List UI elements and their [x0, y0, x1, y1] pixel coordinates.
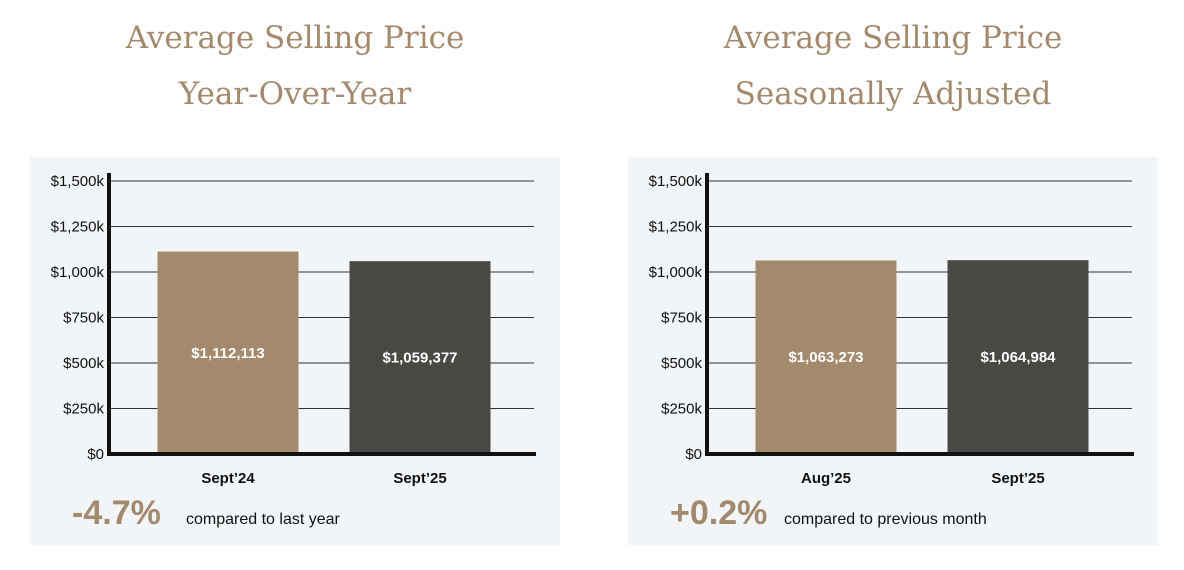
bar-value-label: $1,112,113 [191, 345, 264, 362]
y-tick-label: $750k [661, 310, 702, 327]
y-tick-label: $1,250k [649, 219, 703, 236]
chart-title: Average Selling Price [125, 20, 465, 56]
y-tick-label: $1,000k [649, 264, 703, 281]
y-tick-label: $500k [661, 355, 702, 372]
bar-chart: $0 $250k $500k $750k $1,000k $1,250k $1,500k $1… [649, 173, 1134, 487]
bar [755, 260, 897, 454]
x-category-label: Sept’25 [393, 470, 446, 487]
bar-value-label: $1,064,984 [980, 349, 1056, 366]
y-tick-label: $1,500k [51, 173, 105, 190]
bar-chart: $0 $250k $500k $750k $1,000k $1,250k $1,500k $1… [51, 173, 536, 487]
bar-value-label: $1,063,273 [788, 349, 863, 366]
x-category-label: Sept’24 [201, 470, 255, 487]
bar [349, 261, 491, 454]
y-tick-label: $1,250k [51, 219, 105, 236]
chart-card: $0 $250k $500k $750k $1,000k $1,250k $1,500k $1… [628, 157, 1158, 545]
y-tick-label: $0 [685, 446, 702, 463]
change-description: compared to last year [186, 511, 340, 528]
bar [157, 251, 299, 454]
y-tick-label: $250k [63, 401, 104, 418]
chart-panel-yoy: Average Selling Price Year-Over-Year $0 $… [30, 0, 590, 570]
change-description: compared to previous month [784, 511, 987, 528]
x-category-label: Sept’25 [991, 470, 1044, 487]
y-tick-label: $750k [63, 310, 104, 327]
bar [947, 260, 1089, 454]
x-category-label: Aug’25 [801, 470, 851, 487]
y-tick-label: $1,500k [649, 173, 703, 190]
bar-value-label: $1,059,377 [382, 350, 457, 367]
y-tick-label: $500k [63, 355, 104, 372]
chart-title: Average Selling Price [723, 20, 1063, 56]
y-tick-label: $0 [87, 446, 104, 463]
chart-panel-seasonal: Average Selling Price Seasonally Adjuste… [628, 0, 1184, 570]
y-tick-label: $1,000k [51, 264, 105, 281]
chart-subtitle: Year-Over-Year [178, 76, 412, 112]
y-tick-label: $250k [661, 401, 702, 418]
change-percent: +0.2% [670, 494, 768, 532]
chart-subtitle: Seasonally Adjusted [734, 76, 1052, 112]
change-percent: -4.7% [72, 494, 161, 532]
chart-card: $0 $250k $500k $750k $1,000k $1,250k $1,500k $1… [30, 157, 560, 545]
